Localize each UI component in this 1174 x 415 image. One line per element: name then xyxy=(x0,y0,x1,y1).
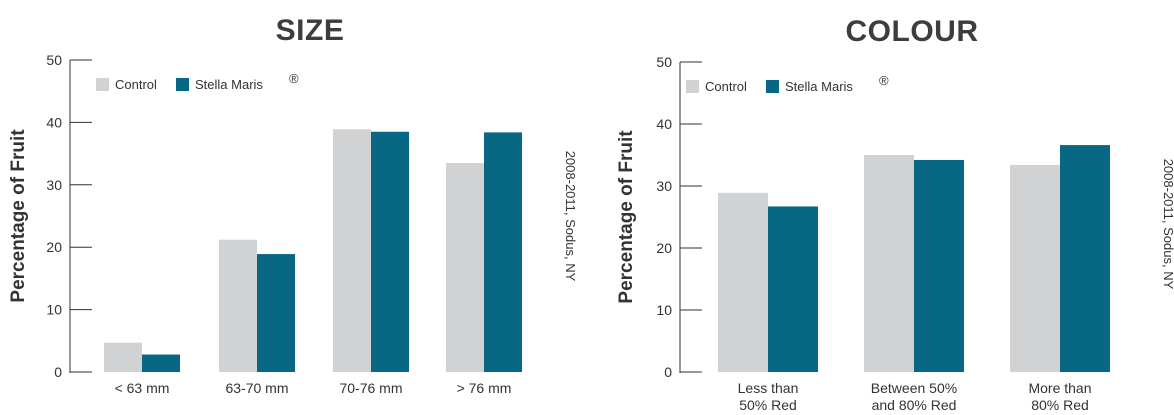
y-tick-label: 50 xyxy=(46,52,62,68)
y-tick-label: 10 xyxy=(46,302,62,318)
y-tick-label: 0 xyxy=(54,364,62,380)
x-category-label: 50% Red xyxy=(739,397,797,413)
x-category-label: Less than xyxy=(738,380,799,396)
y-tick-label: 10 xyxy=(656,302,672,318)
bar-control xyxy=(1010,164,1060,372)
y-tick-label: 20 xyxy=(46,239,62,255)
y-tick-label: 30 xyxy=(46,177,62,193)
bar-stella-maris xyxy=(371,131,409,372)
chart-title: SIZE xyxy=(276,14,345,47)
y-tick-label: 0 xyxy=(664,364,672,380)
legend-label: Control xyxy=(115,77,157,92)
bar-stella-maris xyxy=(484,132,522,372)
y-tick-label: 30 xyxy=(656,178,672,194)
legend-registered-mark: ® xyxy=(879,73,889,88)
bar-control xyxy=(333,129,371,372)
x-category-label: More than xyxy=(1028,380,1091,396)
legend-swatch-control xyxy=(96,78,109,91)
legend-swatch-stella-maris xyxy=(766,80,779,93)
x-category-label: and 80% Red xyxy=(872,397,957,413)
bar-stella-maris xyxy=(142,354,180,372)
y-axis-label: Percentage of Fruit xyxy=(616,130,637,304)
bar-stella-maris xyxy=(1060,145,1110,372)
legend-label: Control xyxy=(705,79,747,94)
side-note: 2008-2011, Sodus, NY xyxy=(563,151,578,282)
y-tick-label: 50 xyxy=(656,54,672,70)
bar-stella-maris xyxy=(768,206,818,372)
y-tick-label: 40 xyxy=(656,116,672,132)
chart-title: COLOUR xyxy=(846,15,979,48)
x-category-label: < 63 mm xyxy=(115,380,170,396)
bar-control xyxy=(219,239,257,372)
y-axis-label: Percentage of Fruit xyxy=(8,129,29,303)
side-note: 2008-2011, Sodus, NY xyxy=(1161,159,1174,290)
legend-swatch-stella-maris xyxy=(176,78,189,91)
bar-control xyxy=(446,162,484,372)
legend-label: Stella Maris xyxy=(785,79,853,94)
x-category-label: 70-76 mm xyxy=(339,380,402,396)
chart-size: SIZE Percentage of Fruit 0 10 20 30 40 50 < 63 m… xyxy=(8,14,578,396)
bar-control xyxy=(718,192,768,372)
x-category-label: Between 50% xyxy=(871,380,957,396)
bar-control xyxy=(864,155,914,372)
y-tick-label: 20 xyxy=(656,240,672,256)
legend-swatch-control xyxy=(686,80,699,93)
bar-control xyxy=(104,342,142,372)
x-category-label: > 76 mm xyxy=(457,380,512,396)
legend-registered-mark: ® xyxy=(289,71,299,86)
bar-stella-maris xyxy=(914,159,964,372)
x-category-label: 63-70 mm xyxy=(225,380,288,396)
bar-stella-maris xyxy=(257,254,295,372)
chart-colour: COLOUR Percentage of Fruit 0 10 20 30 40 50 Less… xyxy=(616,15,1174,413)
legend-label: Stella Maris xyxy=(195,77,263,92)
x-category-label: 80% Red xyxy=(1031,397,1089,413)
y-tick-label: 40 xyxy=(46,114,62,130)
